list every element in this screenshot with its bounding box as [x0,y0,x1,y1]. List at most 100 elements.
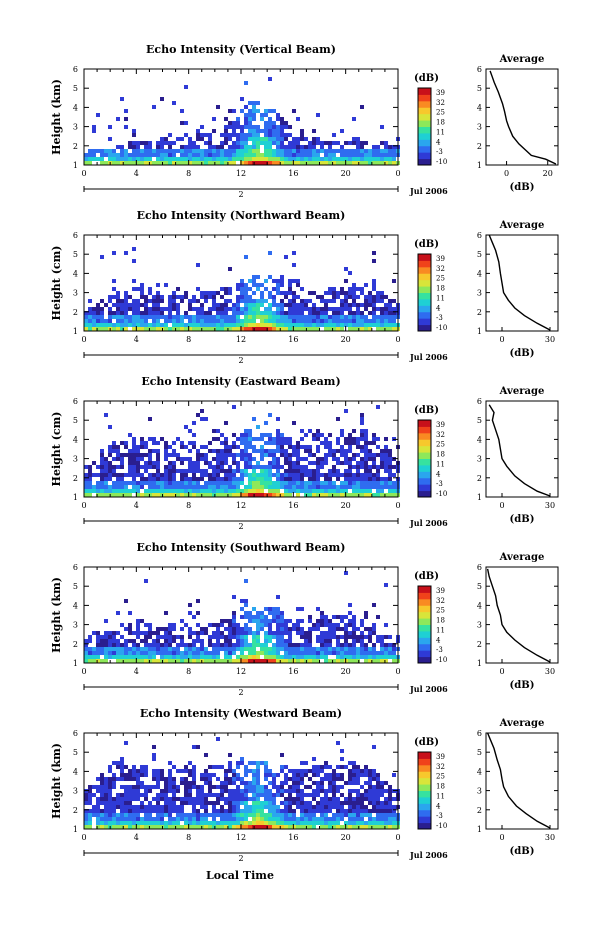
heatmap-cell [88,813,92,817]
heatmap-cell [348,801,352,805]
heatmap-cell [172,295,176,299]
heatmap-cell [100,481,104,485]
heatmap-cell [192,461,196,465]
heatmap-cell [264,307,268,311]
heatmap-cell [160,295,164,299]
heatmap-cell [204,627,208,631]
heatmap-cell [208,149,212,153]
heatmap-cell [340,825,344,829]
heatmap-cell [216,145,220,149]
heatmap-cell [124,817,128,821]
heatmap-cell [304,813,308,817]
heatmap-cell [116,825,120,829]
heatmap-cell [256,765,260,769]
heatmap-cell [256,473,260,477]
heatmap-cell [108,149,112,153]
heatmap-cell [104,619,108,623]
heatmap-xtick-label: 4 [134,667,139,676]
heatmap-cell [212,449,216,453]
heatmap-cell [112,279,116,283]
heatmap-cell [376,793,380,797]
heatmap-cell [124,643,128,647]
heatmap-cell [388,457,392,461]
heatmap-cell [92,809,96,813]
heatmap-cell [340,619,344,623]
heatmap-cell [360,643,364,647]
heatmap-cell [388,469,392,473]
heatmap-cell [372,643,376,647]
heatmap-cell [88,801,92,805]
colorbar-segment [418,123,431,126]
heatmap-cell [164,631,168,635]
heatmap-cell [284,809,288,813]
heatmap-cell [300,821,304,825]
heatmap-cell [228,299,232,303]
heatmap-cell [204,445,208,449]
heatmap-cell [292,627,296,631]
heatmap-cell [248,785,252,789]
heatmap-cell [176,315,180,319]
colorbar-tick-label: -10 [436,490,447,498]
heatmap-cell [368,477,372,481]
colorbar-segment [418,276,431,279]
figure-xaxis-label: Local Time [206,869,274,882]
heatmap-cell [332,473,336,477]
heatmap-cell [332,813,336,817]
heatmap-cell [360,433,364,437]
heatmap-cell [112,315,116,319]
heatmap-cell [144,813,148,817]
heatmap-cell [100,457,104,461]
heatmap-cell [320,655,324,659]
heatmap-cell [336,773,340,777]
heatmap-cell [380,453,384,457]
heatmap-cell [220,765,224,769]
heatmap-cell [384,817,388,821]
heatmap-cell [228,153,232,157]
heatmap-cell [244,429,248,433]
heatmap-cell [368,825,372,829]
heatmap-cell [348,307,352,311]
heatmap-cell [100,801,104,805]
heatmap-cell [376,805,380,809]
heatmap-cell [328,477,332,481]
heatmap-cell [300,761,304,765]
heatmap-cell [212,323,216,327]
heatmap-cell [392,153,396,157]
colorbar-segment [418,102,431,105]
heatmap-cell [332,651,336,655]
heatmap-cell [312,489,316,493]
heatmap-cell [272,773,276,777]
heatmap-cell [200,311,204,315]
heatmap-cell [240,635,244,639]
heatmap-cell [316,161,320,165]
heatmap-cell [220,631,224,635]
colorbar-frame [417,253,432,332]
heatmap-cell [108,631,112,635]
heatmap-cell [284,489,288,493]
heatmap-cell [196,493,200,497]
heatmap-cell [88,789,92,793]
heatmap-cell [248,117,252,121]
heatmap-cell [284,777,288,781]
average-ytick-label: 3 [477,455,482,464]
heatmap-cell [352,429,356,433]
heatmap-cell [392,311,396,315]
heatmap-cell [108,765,112,769]
heatmap-cell [236,283,240,287]
heatmap-cell [108,137,112,141]
heatmap-cell [324,655,328,659]
heatmap-cell [244,319,248,323]
heatmap-cell [228,777,232,781]
heatmap-cell [160,137,164,141]
heatmap-cell [284,627,288,631]
heatmap-cell [184,161,188,165]
heatmap-cell [204,659,208,663]
colorbar-tick-label: 25 [436,607,445,615]
heatmap-cell [328,639,332,643]
heatmap-cell [376,437,380,441]
heatmap-cell [280,619,284,623]
heatmap-cell [256,619,260,623]
colorbar-segment [418,595,431,598]
colorbar-segment [418,450,431,453]
heatmap-cell [344,157,348,161]
